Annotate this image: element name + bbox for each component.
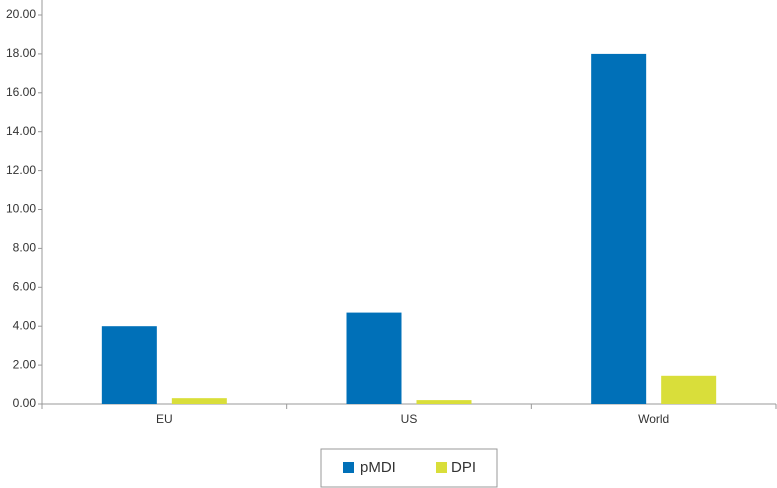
bar bbox=[346, 312, 402, 404]
y-tick-label: 8.00 bbox=[13, 241, 37, 255]
bar bbox=[416, 400, 472, 404]
y-tick-label: 4.00 bbox=[13, 318, 37, 332]
y-tick-label: 20.00 bbox=[6, 7, 36, 21]
y-tick-label: 6.00 bbox=[13, 279, 37, 293]
y-tick-label: 10.00 bbox=[6, 202, 36, 216]
x-tick-label: World bbox=[638, 412, 669, 426]
legend-label: pMDI bbox=[360, 459, 396, 476]
bar bbox=[591, 53, 647, 405]
bar bbox=[171, 398, 227, 404]
x-tick-label: EU bbox=[156, 412, 173, 426]
bar bbox=[661, 375, 717, 404]
y-tick-label: 14.00 bbox=[6, 124, 36, 138]
legend-swatch bbox=[343, 462, 354, 473]
y-tick-label: 16.00 bbox=[6, 85, 36, 99]
legend-label: DPI bbox=[451, 459, 476, 476]
y-tick-label: 0.00 bbox=[13, 396, 37, 410]
y-tick-label: 18.00 bbox=[6, 46, 36, 60]
y-tick-label: 12.00 bbox=[6, 163, 36, 177]
legend-swatch bbox=[436, 462, 447, 473]
bar bbox=[101, 326, 157, 404]
y-tick-label: 2.00 bbox=[13, 357, 37, 371]
x-tick-label: US bbox=[401, 412, 418, 426]
